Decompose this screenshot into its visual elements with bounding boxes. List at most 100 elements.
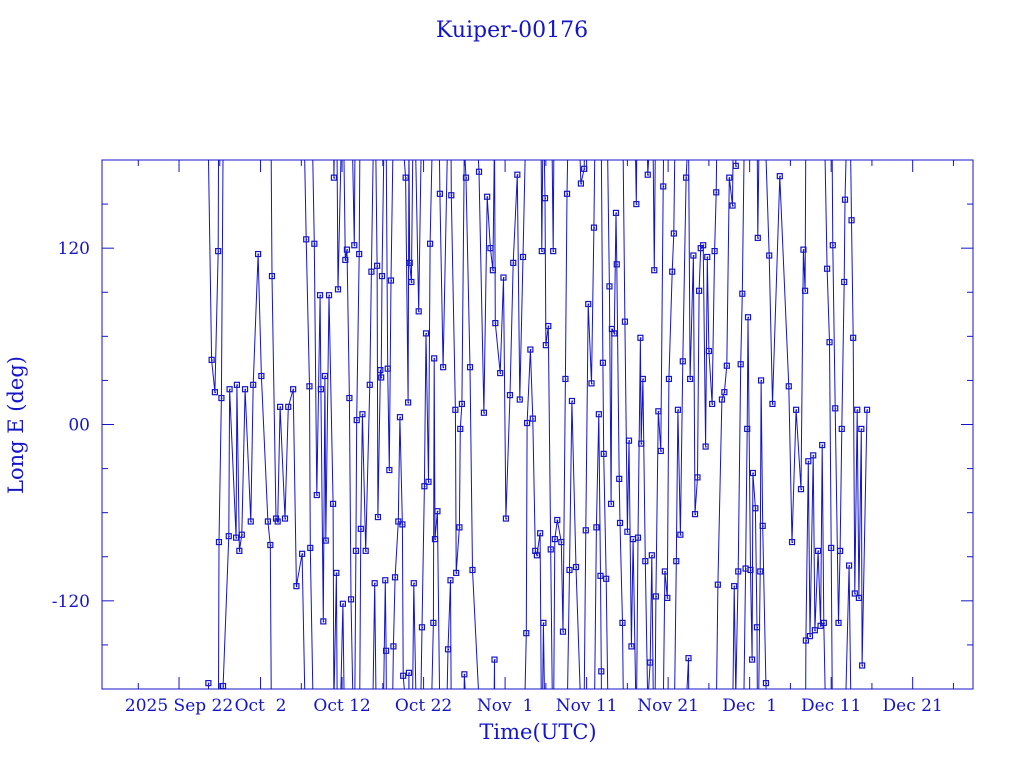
data-point-dot <box>346 249 348 251</box>
data-point-dot <box>287 406 290 408</box>
data-point-dot <box>809 635 811 638</box>
data-point-dot <box>673 232 675 235</box>
data-point-dot <box>534 550 537 552</box>
axes: 2025 Sep 22 Oct 2 Oct 12 Oct 22 Nov 1 Nov 11 N… <box>52 159 974 716</box>
data-point-dot <box>765 682 767 685</box>
data-point-dot <box>544 197 547 200</box>
data-point-dot <box>762 525 764 527</box>
data-point <box>599 359 607 366</box>
x-tick-label: Dec 1 <box>722 696 777 716</box>
data-point <box>405 669 413 676</box>
data-point <box>524 419 531 427</box>
data-point-dot <box>749 569 752 571</box>
data-point-dot <box>599 575 602 577</box>
data-point-dot <box>250 520 252 523</box>
data-point <box>732 162 739 169</box>
data-point <box>431 536 439 543</box>
data-point <box>690 252 697 259</box>
data-point <box>378 374 385 381</box>
data-point <box>538 248 545 255</box>
data-point <box>704 253 711 261</box>
data-point-dot <box>830 547 833 549</box>
data-point <box>406 259 413 266</box>
data-point <box>685 655 692 662</box>
x-tick-label: Nov 1 <box>477 696 533 716</box>
data-point-dot <box>662 185 665 188</box>
data-point-dot <box>843 281 846 283</box>
data-point <box>374 513 382 521</box>
data-point-dot <box>626 531 629 533</box>
data-point <box>823 265 831 272</box>
data-point <box>661 568 668 575</box>
data-point <box>290 386 297 393</box>
data-point-dot <box>455 572 458 574</box>
data-point-dot <box>602 362 604 364</box>
data-point <box>785 383 792 390</box>
data-point <box>855 594 862 601</box>
data-point <box>491 656 498 663</box>
data-point <box>696 287 703 294</box>
data-point <box>236 547 243 554</box>
data-point-dot <box>700 247 702 250</box>
data-point <box>832 405 839 412</box>
data-point <box>461 671 468 678</box>
data-point-dot <box>668 378 670 380</box>
data-point <box>382 577 389 584</box>
data-point <box>744 425 751 433</box>
data-point <box>368 268 375 275</box>
data-point <box>408 278 415 286</box>
data-point <box>753 624 761 631</box>
y-tick-label: 120 <box>58 239 90 259</box>
x-tick-label: Nov 11 <box>556 696 618 716</box>
data-point-dot <box>348 397 351 400</box>
data-point-dot <box>423 485 426 488</box>
data-point-dot <box>812 454 815 457</box>
data-point-dot <box>260 375 263 378</box>
data-point <box>329 500 337 507</box>
data-point <box>226 386 233 393</box>
data-point-dot <box>434 538 436 541</box>
data-point <box>714 581 721 588</box>
data-point <box>687 375 694 383</box>
data-point-dot <box>409 262 411 264</box>
data-point-dot <box>805 640 807 642</box>
data-point <box>384 365 391 372</box>
data-point <box>274 518 281 525</box>
data-point-dot <box>591 382 593 385</box>
data-point-dot <box>566 193 569 195</box>
data-point-dot <box>613 332 616 335</box>
data-point <box>845 562 853 569</box>
data-point <box>325 292 333 299</box>
data-point-dot <box>600 670 603 673</box>
data-point-dot <box>502 277 505 279</box>
data-point <box>410 580 417 587</box>
data-point-dot <box>714 250 716 253</box>
data-point-dot <box>737 570 740 573</box>
data-point <box>657 447 664 455</box>
x-axis-label: Time(UTC) <box>479 720 596 744</box>
data-point <box>718 396 726 403</box>
data-point-dot <box>802 249 805 251</box>
data-point <box>590 224 598 231</box>
data-point-dot <box>355 550 357 552</box>
data-point-dot <box>644 560 647 563</box>
x-tick-label: Dec 21 <box>883 696 943 716</box>
data-point <box>334 286 342 293</box>
data-point-dot <box>325 540 327 542</box>
data-point <box>448 192 455 199</box>
data-point-dot <box>308 385 311 388</box>
data-point <box>537 530 544 537</box>
data-point-dot <box>381 275 384 278</box>
data-point <box>588 380 595 387</box>
data-point-dot <box>309 547 312 549</box>
data-point <box>694 474 701 481</box>
data-point <box>453 569 460 577</box>
data-point <box>793 406 800 413</box>
chart-title: Kuiper-00176 <box>436 18 588 43</box>
data-point <box>600 450 607 457</box>
data-point-dot <box>405 177 407 179</box>
data-point <box>541 195 549 202</box>
data-point <box>729 202 736 209</box>
data-point <box>611 330 618 337</box>
